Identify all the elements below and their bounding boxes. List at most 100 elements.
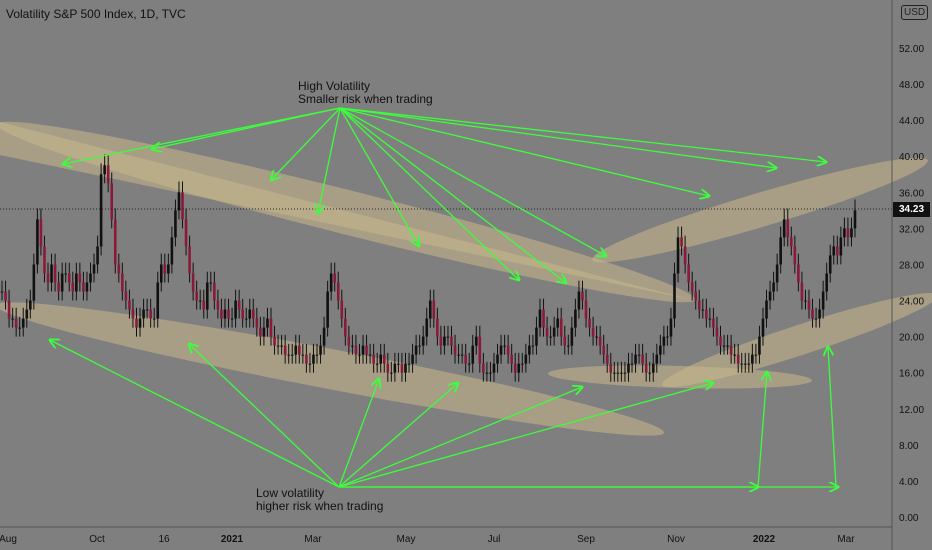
candle-body bbox=[156, 282, 160, 319]
candle-body bbox=[340, 300, 344, 319]
candle-body bbox=[21, 318, 25, 328]
candle-body bbox=[655, 354, 659, 364]
low-volatility-channel-main bbox=[0, 302, 664, 436]
candle-body bbox=[648, 372, 652, 374]
low-volatility-note-line1: Low volatility bbox=[256, 486, 325, 500]
y-tick-label: 36.00 bbox=[899, 188, 924, 199]
candle-body bbox=[712, 318, 715, 328]
candle-body bbox=[177, 192, 181, 211]
candle-body bbox=[106, 165, 110, 184]
candle-body bbox=[719, 336, 722, 346]
y-tick-label: 48.00 bbox=[899, 80, 924, 91]
candle-body bbox=[421, 336, 425, 346]
candle-body bbox=[67, 273, 71, 283]
candle-body bbox=[499, 345, 503, 355]
candle-body bbox=[467, 363, 471, 365]
candle-body bbox=[828, 255, 832, 274]
candle-body bbox=[135, 318, 138, 328]
candle-body bbox=[209, 282, 213, 284]
candle-body bbox=[733, 354, 736, 356]
candle-body bbox=[255, 318, 259, 328]
candle-body bbox=[181, 192, 184, 220]
candle-body bbox=[506, 345, 510, 355]
candle-body bbox=[457, 354, 460, 356]
x-axis: Aug Oct 16 2021 Mar May Jul Sep Nov 2022 Mar bbox=[0, 534, 855, 545]
candle-body bbox=[726, 345, 729, 347]
x-tick-label: Mar bbox=[837, 534, 855, 545]
candle-body bbox=[850, 228, 853, 238]
candle-body bbox=[701, 309, 705, 311]
candle-body bbox=[630, 363, 634, 365]
currency-badge[interactable]: USD bbox=[901, 5, 929, 20]
candle-body bbox=[772, 282, 775, 292]
candle-body bbox=[4, 291, 7, 301]
candle-body bbox=[782, 219, 786, 238]
candle-body bbox=[697, 300, 701, 310]
y-tick-label: 8.00 bbox=[899, 441, 919, 452]
candle-body bbox=[690, 282, 694, 292]
candle-body bbox=[641, 354, 644, 364]
candle-body bbox=[605, 354, 609, 364]
candle-body bbox=[32, 264, 36, 301]
candle-body bbox=[482, 363, 485, 373]
candle-body bbox=[418, 345, 421, 347]
candle-body bbox=[223, 309, 227, 319]
candle-body bbox=[818, 309, 821, 319]
candle-body bbox=[78, 273, 82, 283]
candle-body bbox=[308, 363, 312, 365]
candle-body bbox=[705, 309, 708, 319]
candle-body bbox=[485, 372, 489, 374]
candle-body bbox=[191, 273, 195, 292]
candle-body bbox=[793, 246, 797, 265]
candle-body bbox=[71, 282, 75, 292]
candle-body bbox=[241, 309, 244, 319]
y-tick-label: 52.00 bbox=[899, 44, 924, 55]
x-tick-label: Jul bbox=[488, 534, 501, 545]
candle-body bbox=[269, 318, 273, 337]
candle-body bbox=[336, 282, 340, 301]
candle-body bbox=[237, 300, 241, 310]
candle-body bbox=[627, 363, 630, 373]
candle-body bbox=[786, 219, 790, 238]
y-tick-label: 0.00 bbox=[899, 513, 919, 524]
candle-body bbox=[535, 327, 538, 346]
candle-body bbox=[453, 345, 457, 355]
candle-body bbox=[344, 318, 347, 337]
candle-body bbox=[319, 345, 322, 355]
candle-body bbox=[174, 210, 177, 238]
y-tick-label: 44.00 bbox=[899, 116, 924, 127]
candle-body bbox=[128, 300, 131, 310]
candle-body bbox=[96, 246, 99, 265]
high-volatility-note: High Volatility Smaller risk when tradin… bbox=[298, 80, 433, 106]
candle-body bbox=[382, 354, 386, 364]
candle-body bbox=[375, 363, 379, 365]
candle-body bbox=[751, 354, 754, 364]
candle-body bbox=[198, 300, 202, 302]
candle-body bbox=[400, 363, 404, 373]
y-tick-label: 20.00 bbox=[899, 333, 924, 344]
candle-body bbox=[853, 210, 857, 229]
candle-body bbox=[528, 345, 531, 355]
y-tick-label: 28.00 bbox=[899, 260, 924, 271]
candle-body bbox=[662, 336, 666, 346]
candle-body bbox=[620, 372, 623, 374]
candle-body bbox=[202, 300, 206, 310]
candle-body bbox=[11, 318, 14, 320]
candle-body bbox=[542, 309, 545, 328]
candle-body bbox=[43, 246, 46, 274]
candle-body bbox=[775, 264, 779, 283]
candle-body bbox=[545, 327, 549, 337]
candle-body bbox=[428, 300, 432, 319]
candle-body bbox=[789, 237, 793, 247]
candle-body bbox=[779, 237, 782, 265]
candle-body bbox=[552, 327, 556, 337]
candle-body bbox=[85, 282, 89, 292]
candle-body bbox=[595, 336, 598, 338]
candle-body bbox=[570, 327, 574, 346]
candle-body bbox=[298, 345, 301, 355]
candle-body bbox=[117, 264, 121, 274]
candle-body bbox=[322, 327, 326, 346]
candle-body bbox=[687, 264, 690, 283]
candle-body bbox=[64, 273, 68, 275]
